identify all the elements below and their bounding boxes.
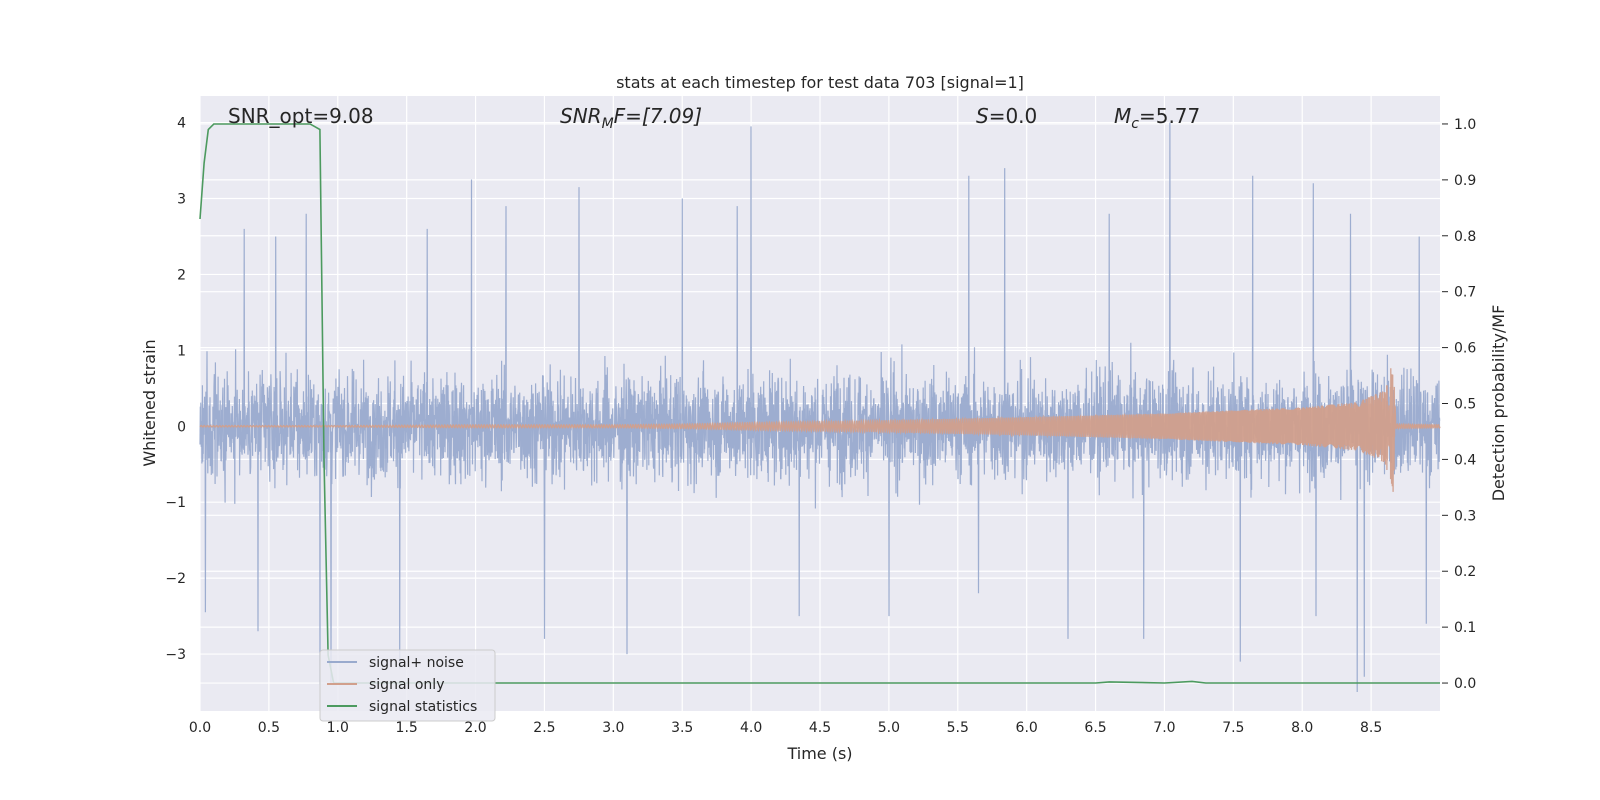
x-tick-label: 4.5 <box>809 720 831 736</box>
y-right-tick-label: 0.5 <box>1454 397 1476 413</box>
series-signal-only <box>199 368 1441 492</box>
y-tick-label: 0 <box>177 419 186 435</box>
x-tick-label: 5.5 <box>947 720 969 736</box>
annotation-s: S=0.0 <box>976 104 1037 128</box>
legend-label-signal-statistics: signal statistics <box>369 699 477 715</box>
x-tick-label: 2.5 <box>533 720 555 736</box>
x-tick-label: 1.5 <box>396 720 418 736</box>
x-tick-label: 4.0 <box>740 720 762 736</box>
y-axis-right-label: Detection probability/MF <box>1489 305 1508 502</box>
annotation-mc-rest: =5.77 <box>1139 104 1200 128</box>
annotation-snr-mf: SNRMF=[7.09] <box>560 104 702 132</box>
x-tick-label: 7.5 <box>1222 720 1244 736</box>
x-tick-label: 3.5 <box>671 720 693 736</box>
x-tick-label: 2.0 <box>464 720 486 736</box>
x-tick-label: 1.0 <box>327 720 349 736</box>
legend: signal+ noise signal only signal statist… <box>319 649 496 722</box>
y-tick-label: 2 <box>177 267 186 283</box>
x-tick-label: 7.0 <box>1153 720 1175 736</box>
legend-box <box>319 649 496 722</box>
chart-title: stats at each timestep for test data 703… <box>616 73 1024 92</box>
y-tick-label: −2 <box>165 571 186 587</box>
x-tick-label: 3.0 <box>602 720 624 736</box>
annotation-s-var: S <box>976 104 989 128</box>
annotation-snr-mf-sub: M <box>602 116 614 132</box>
x-tick-label: 8.5 <box>1360 720 1382 736</box>
y-right-tick-label: 0.3 <box>1454 508 1476 524</box>
tick-labels: 0.0 0.5 1.0 1.5 2.0 2.5 3.0 3.5 4.0 4.5 5.0 5.5 6.0 6… <box>165 116 1476 736</box>
y-right-tick-label: 0.8 <box>1454 229 1476 245</box>
signal-only-line <box>199 368 1441 492</box>
x-axis-label: Time (s) <box>786 744 852 763</box>
y-right-tick-label: 1.0 <box>1454 117 1476 133</box>
y-tick-label: 3 <box>177 192 186 208</box>
x-tick-label: 5.0 <box>878 720 900 736</box>
legend-label-signal-noise: signal+ noise <box>369 655 464 671</box>
annotation-snr-mf-rest: F=[7.09] <box>614 104 702 128</box>
y-tick-label: −1 <box>165 495 186 511</box>
annotation-snr-mf-base: SNR <box>560 104 602 128</box>
x-tick-label: 6.0 <box>1016 720 1038 736</box>
x-tick-label: 0.0 <box>189 720 211 736</box>
annotation-mc-var: M <box>1114 104 1131 128</box>
annotation-snr-opt: SNR_opt=9.08 <box>228 104 374 128</box>
annotation-mc: Mc=5.77 <box>1114 104 1200 132</box>
legend-label-signal-only: signal only <box>369 677 444 693</box>
y-right-tick-label: 0.0 <box>1454 676 1476 692</box>
y-tick-label: −3 <box>165 647 186 663</box>
x-tick-label: 8.0 <box>1291 720 1313 736</box>
y-right-tick-label: 0.1 <box>1454 620 1476 636</box>
y-right-tick-label: 0.2 <box>1454 564 1476 580</box>
annotation-mc-sub: c <box>1131 116 1139 132</box>
x-tick-label: 6.5 <box>1084 720 1106 736</box>
y-right-tick-label: 0.7 <box>1454 285 1476 301</box>
y-tick-label: 1 <box>177 343 186 359</box>
annotation-s-rest: =0.0 <box>989 104 1038 128</box>
y-right-tick-label: 0.6 <box>1454 341 1476 357</box>
y-right-tick-label: 0.9 <box>1454 173 1476 189</box>
x-tick-label: 0.5 <box>258 720 280 736</box>
y-right-tick-label: 0.4 <box>1454 452 1476 468</box>
y-tick-label: 4 <box>177 116 186 132</box>
y-axis-label: Whitened strain <box>140 339 159 466</box>
